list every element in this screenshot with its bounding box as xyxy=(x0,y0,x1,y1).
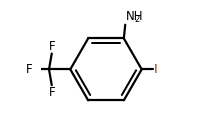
Text: F: F xyxy=(26,63,32,76)
Text: NH: NH xyxy=(126,10,143,23)
Text: I: I xyxy=(154,63,158,76)
Text: F: F xyxy=(48,40,55,53)
Text: 2: 2 xyxy=(134,15,139,24)
Text: F: F xyxy=(48,86,55,99)
